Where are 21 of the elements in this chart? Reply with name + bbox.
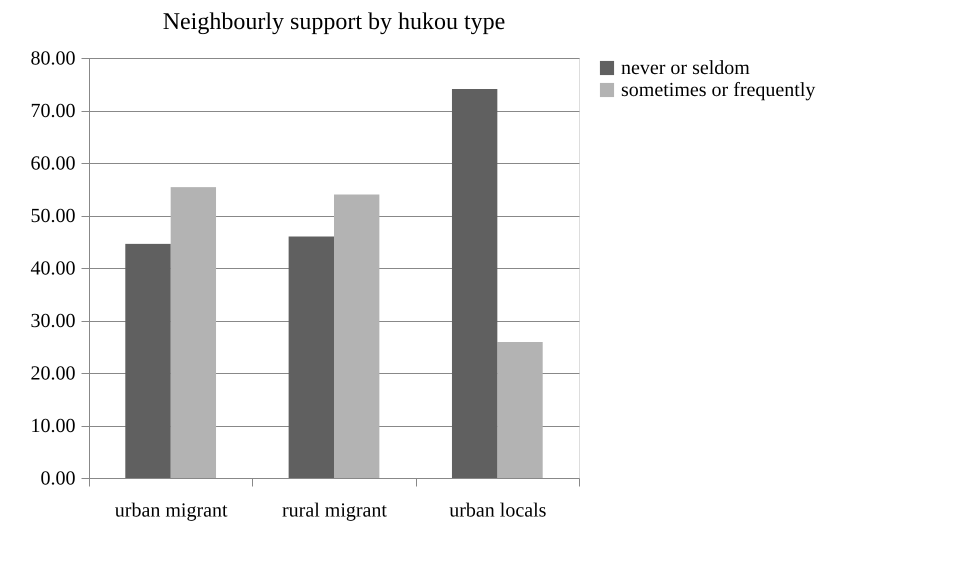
y-tick-label: 50.00: [30, 205, 76, 227]
y-tick-label: 10.00: [30, 415, 76, 437]
y-tick-label: 30.00: [30, 310, 76, 332]
y-tick-label: 20.00: [30, 362, 76, 384]
y-tick-label: 80.00: [30, 48, 76, 70]
y-tick-label: 60.00: [30, 152, 76, 174]
bar: [288, 236, 334, 478]
bar: [170, 187, 216, 478]
chart-title: Neighbourly support by hukou type: [162, 9, 506, 35]
x-tick-label: rural migrant: [282, 500, 388, 522]
x-tick-label: urban migrant: [114, 500, 228, 522]
x-tick-label: urban locals: [449, 500, 547, 522]
bar: [334, 194, 380, 478]
y-tick-label: 40.00: [30, 258, 76, 280]
bar: [452, 88, 498, 478]
legend-label: never or seldom: [621, 57, 750, 79]
legend-label: sometimes or frequently: [621, 79, 816, 101]
y-tick-label: 70.00: [30, 100, 76, 122]
bar: [125, 244, 171, 478]
y-tick-label: 0.00: [40, 468, 76, 490]
bar: [497, 342, 543, 478]
